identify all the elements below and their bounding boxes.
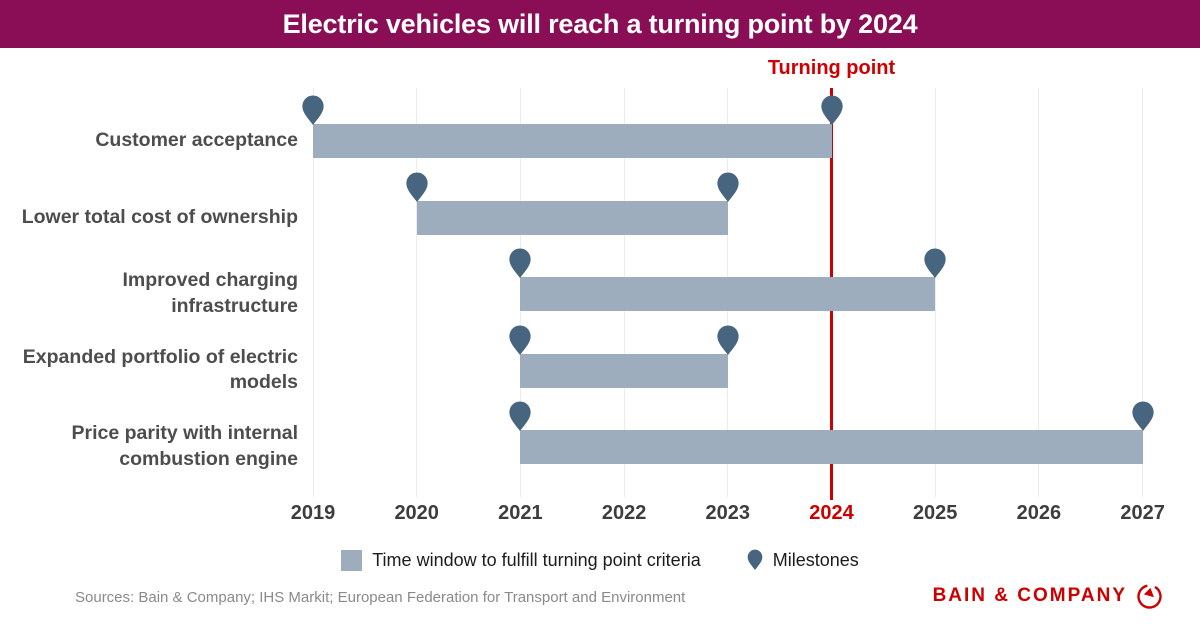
milestone-pin-icon (820, 95, 844, 131)
axis-year-label: 2027 (1120, 502, 1165, 524)
gridline-2025 (934, 88, 936, 497)
row-label: Customer acceptance (95, 129, 298, 152)
row-label: Expanded portfolio of electric models (22, 345, 298, 394)
milestone-pin-icon (747, 549, 763, 571)
milestone-pin-icon (716, 171, 740, 208)
milestone-pin-icon (301, 95, 325, 131)
milestone-pin-icon (508, 401, 532, 437)
criteria-bar (313, 124, 832, 158)
gridline-2026 (1038, 88, 1040, 497)
legend-item-time-window: Time window to fulfill turning point cri… (341, 549, 701, 571)
row-label: Price parity with internal combustion en… (71, 422, 298, 470)
milestone-pin-icon (1131, 401, 1155, 437)
bain-wordmark: BAIN & COMPANY (932, 585, 1127, 606)
milestone-pin-icon (716, 324, 740, 361)
row-label: Improved charging infrastructure (122, 269, 298, 317)
legend-item-milestones: Milestones (747, 549, 859, 571)
title-banner: Electric vehicles will reach a turning p… (0, 0, 1200, 48)
milestone-pin-icon (405, 171, 429, 208)
criteria-bar (416, 200, 728, 235)
milestone-pin-icon (508, 248, 532, 284)
milestone-pin-icon (923, 248, 947, 284)
axis-year-label: 2021 (498, 502, 543, 524)
legend: Time window to fulfill turning point cri… (0, 545, 1200, 575)
turning-point-label: Turning point (767, 57, 896, 79)
axis-year-label: 2025 (912, 502, 958, 524)
chart-title: Electric vehicles will reach a turning p… (282, 8, 918, 39)
row-label: Lower total cost of ownership (21, 205, 298, 228)
legend-label: Milestones (772, 549, 859, 570)
milestone-pin-icon (508, 324, 532, 361)
gridline-2020 (416, 88, 418, 497)
axis-year-label: 2024 (809, 502, 854, 524)
gridline-2019 (312, 88, 314, 497)
axis-year-label: 2019 (290, 502, 336, 524)
axis-year-label: 2026 (1016, 502, 1062, 524)
axis-year-label: 2022 (601, 502, 647, 524)
sources-text: Sources: Bain & Company; IHS Markit; Eur… (75, 589, 686, 606)
gridline-2027 (1142, 88, 1144, 497)
axis-year-label: 2020 (394, 502, 439, 524)
criteria-bar (520, 353, 728, 388)
axis-year-label: 2023 (705, 502, 751, 524)
bain-logo-icon (1137, 583, 1162, 609)
bain-logo: BAIN & COMPANY (933, 582, 1163, 610)
time-window-swatch-icon (341, 549, 363, 571)
criteria-bar (520, 430, 1143, 464)
legend-label: Time window to fulfill turning point cri… (372, 549, 701, 570)
criteria-bar (520, 277, 936, 311)
